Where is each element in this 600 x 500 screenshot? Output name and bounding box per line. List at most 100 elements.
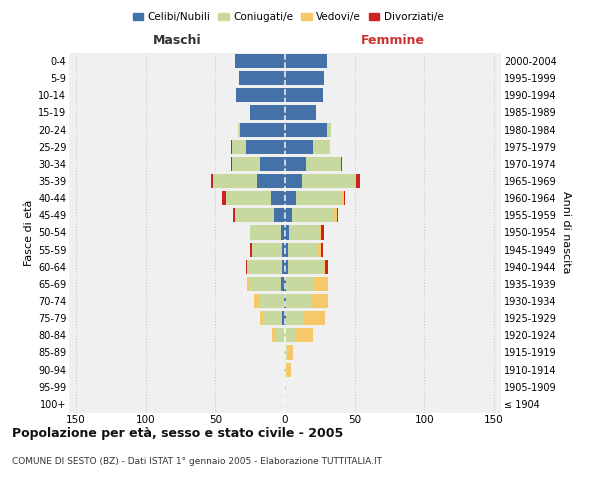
- Bar: [239, 71, 285, 85]
- Bar: [246, 140, 285, 154]
- Bar: [337, 208, 338, 222]
- Bar: [342, 191, 344, 205]
- Bar: [251, 242, 282, 256]
- Bar: [285, 122, 327, 136]
- Bar: [286, 362, 290, 376]
- Bar: [282, 311, 285, 325]
- Bar: [232, 140, 246, 154]
- Bar: [311, 294, 328, 308]
- Bar: [281, 226, 285, 239]
- Bar: [254, 294, 259, 308]
- Bar: [288, 260, 323, 274]
- Bar: [325, 260, 328, 274]
- Y-axis label: Anni di nascita: Anni di nascita: [561, 191, 571, 274]
- Bar: [257, 174, 285, 188]
- Bar: [285, 362, 286, 376]
- Bar: [260, 157, 285, 171]
- Bar: [285, 277, 286, 291]
- Bar: [271, 191, 285, 205]
- Bar: [212, 174, 257, 188]
- Bar: [306, 157, 341, 171]
- Bar: [230, 140, 232, 154]
- Bar: [313, 140, 329, 154]
- Bar: [321, 242, 323, 256]
- Bar: [285, 311, 286, 325]
- Bar: [259, 294, 284, 308]
- Bar: [247, 277, 250, 291]
- Bar: [236, 88, 285, 102]
- Bar: [235, 208, 274, 222]
- Bar: [250, 277, 281, 291]
- Bar: [211, 174, 212, 188]
- Bar: [250, 106, 285, 120]
- Bar: [356, 174, 360, 188]
- Bar: [285, 226, 289, 239]
- Bar: [247, 260, 282, 274]
- Bar: [285, 208, 292, 222]
- Bar: [327, 122, 331, 136]
- Bar: [286, 294, 311, 308]
- Bar: [274, 208, 285, 222]
- Bar: [260, 311, 263, 325]
- Bar: [284, 362, 285, 376]
- Bar: [285, 157, 306, 171]
- Bar: [285, 260, 288, 274]
- Bar: [226, 191, 271, 205]
- Bar: [320, 226, 321, 239]
- Bar: [250, 226, 281, 239]
- Bar: [285, 380, 286, 394]
- Bar: [222, 191, 226, 205]
- Bar: [285, 140, 313, 154]
- Bar: [282, 242, 285, 256]
- Bar: [319, 242, 321, 256]
- Y-axis label: Fasce di età: Fasce di età: [23, 200, 34, 266]
- Text: Femmine: Femmine: [361, 34, 425, 46]
- Bar: [284, 346, 285, 360]
- Bar: [232, 157, 260, 171]
- Bar: [285, 71, 324, 85]
- Bar: [296, 191, 342, 205]
- Bar: [285, 294, 286, 308]
- Bar: [272, 328, 275, 342]
- Bar: [344, 191, 345, 205]
- Bar: [282, 260, 285, 274]
- Bar: [235, 54, 285, 68]
- Bar: [355, 174, 356, 188]
- Legend: Celibi/Nubili, Coniugati/e, Vedovi/e, Divorziati/e: Celibi/Nubili, Coniugati/e, Vedovi/e, Di…: [128, 8, 448, 26]
- Bar: [286, 277, 314, 291]
- Bar: [323, 260, 325, 274]
- Bar: [302, 174, 355, 188]
- Bar: [288, 242, 319, 256]
- Bar: [284, 294, 285, 308]
- Bar: [314, 277, 328, 291]
- Bar: [241, 122, 285, 136]
- Bar: [233, 208, 235, 222]
- Bar: [281, 277, 285, 291]
- Bar: [296, 328, 313, 342]
- Bar: [263, 311, 282, 325]
- Text: COMUNE DI SESTO (BZ) - Dati ISTAT 1° gennaio 2005 - Elaborazione TUTTITALIA.IT: COMUNE DI SESTO (BZ) - Dati ISTAT 1° gen…: [12, 458, 382, 466]
- Bar: [285, 191, 296, 205]
- Bar: [303, 311, 325, 325]
- Bar: [285, 242, 288, 256]
- Bar: [285, 88, 323, 102]
- Bar: [230, 157, 232, 171]
- Bar: [289, 226, 320, 239]
- Text: Maschi: Maschi: [152, 34, 202, 46]
- Bar: [334, 208, 337, 222]
- Bar: [275, 328, 285, 342]
- Bar: [238, 122, 241, 136]
- Bar: [285, 346, 288, 360]
- Bar: [321, 226, 324, 239]
- Text: Popolazione per età, sesso e stato civile - 2005: Popolazione per età, sesso e stato civil…: [12, 428, 343, 440]
- Bar: [246, 260, 247, 274]
- Bar: [288, 346, 293, 360]
- Bar: [285, 174, 302, 188]
- Bar: [292, 208, 334, 222]
- Bar: [250, 242, 251, 256]
- Bar: [341, 157, 342, 171]
- Bar: [285, 106, 316, 120]
- Bar: [286, 311, 303, 325]
- Bar: [285, 328, 296, 342]
- Bar: [285, 54, 327, 68]
